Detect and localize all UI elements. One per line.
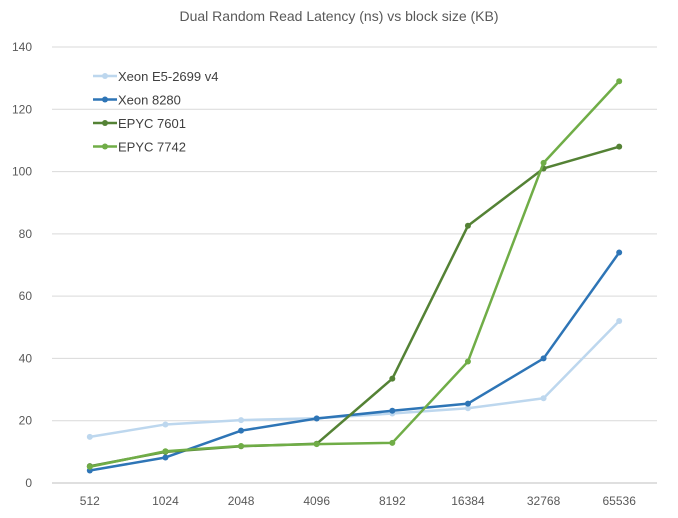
data-point: [464, 400, 471, 407]
legend-item: Xeon E5-2699 v4: [93, 69, 218, 84]
data-point: [389, 375, 396, 382]
legend-item: EPYC 7742: [93, 140, 186, 155]
data-point: [238, 417, 245, 424]
data-point: [540, 355, 547, 362]
data-point: [616, 318, 623, 325]
data-point: [162, 454, 169, 461]
x-tick-label: 65536: [603, 494, 637, 508]
data-point: [464, 405, 471, 412]
data-point: [464, 222, 471, 229]
data-point: [616, 143, 623, 150]
legend-label: EPYC 7742: [118, 140, 186, 155]
series-3: [86, 78, 623, 470]
data-point: [313, 441, 320, 448]
legend-swatch-marker: [102, 120, 108, 126]
x-tick-label: 32768: [527, 494, 561, 508]
legend-label: EPYC 7601: [118, 116, 186, 131]
series-lines: [86, 78, 623, 474]
y-tick-label: 0: [25, 476, 32, 490]
data-point: [389, 407, 396, 414]
data-point: [616, 78, 623, 85]
x-tick-label: 4096: [303, 494, 330, 508]
chart-title: Dual Random Read Latency (ns) vs block s…: [179, 8, 498, 24]
legend-item: EPYC 7601: [93, 116, 186, 131]
data-point: [86, 463, 93, 470]
series-line: [88, 80, 621, 469]
data-point: [464, 358, 471, 365]
legend-swatch-marker: [102, 96, 108, 103]
y-tick-label: 60: [19, 289, 33, 303]
data-point: [162, 421, 169, 428]
data-point: [540, 395, 547, 402]
x-tick-label: 1024: [152, 494, 179, 508]
gridlines: [52, 46, 657, 422]
data-point: [389, 439, 396, 446]
legend: Xeon E5-2699 v4 Xeon 8280 EPYC 7601 EPYC 77…: [93, 69, 218, 155]
y-tick-label: 80: [19, 227, 33, 241]
data-point: [540, 159, 547, 166]
x-tick-label: 16384: [451, 494, 485, 508]
x-tick-label: 2048: [228, 494, 255, 508]
legend-swatch-marker: [102, 143, 108, 150]
axes: 0 20 40 60 80 100 120 140 512 1024 2048 4096 8192 163…: [12, 40, 657, 508]
data-point: [162, 448, 169, 455]
y-tick-label: 40: [19, 351, 33, 365]
y-tick-label: 140: [12, 40, 32, 54]
data-point: [238, 427, 245, 434]
legend-label: Xeon 8280: [118, 93, 181, 108]
series-line: [88, 251, 621, 472]
x-tick-label: 8192: [379, 494, 406, 508]
data-point: [313, 415, 320, 422]
y-tick-label: 120: [12, 102, 32, 116]
data-point: [86, 433, 93, 440]
legend-swatch-marker: [102, 73, 108, 79]
y-tick-label: 100: [12, 165, 32, 179]
data-point: [616, 249, 623, 256]
legend-label: Xeon E5-2699 v4: [118, 69, 218, 84]
x-tick-label: 512: [80, 494, 100, 508]
legend-item: Xeon 8280: [93, 93, 181, 108]
data-point: [238, 442, 245, 449]
y-tick-label: 20: [19, 414, 33, 428]
